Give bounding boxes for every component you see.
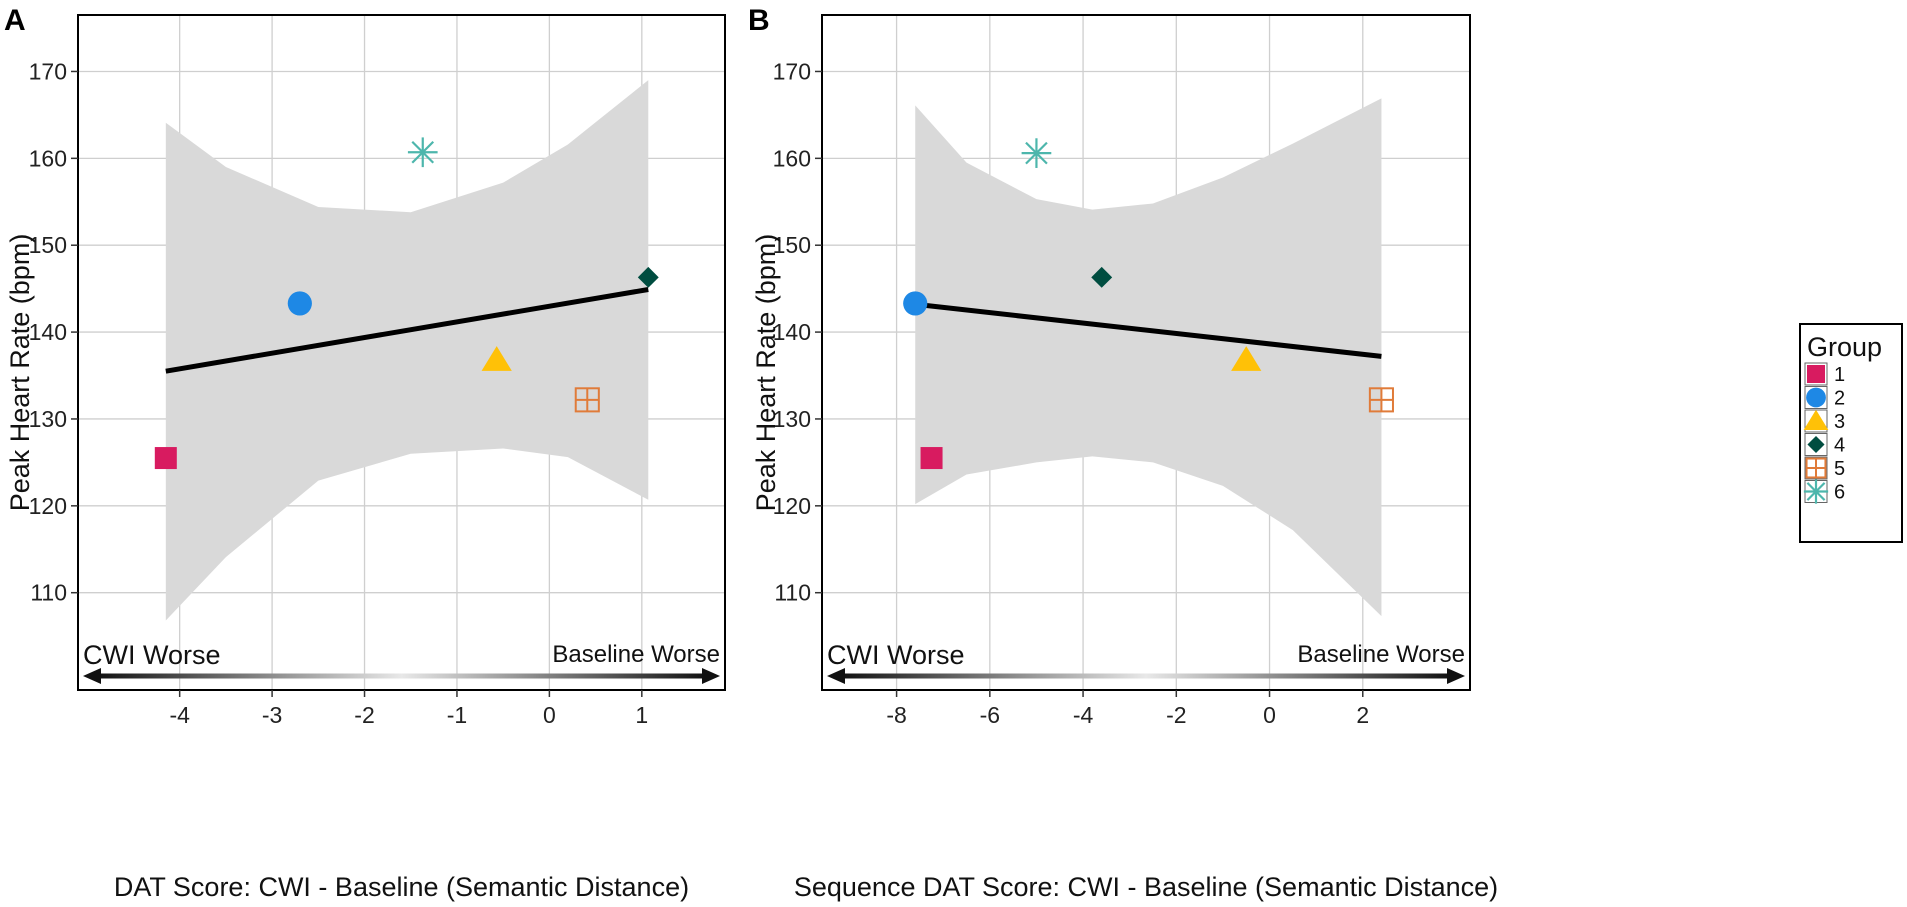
- panel-a-frame: [77, 14, 726, 691]
- legend-label: 3: [1834, 411, 1845, 433]
- y-tick-label: 130: [29, 406, 67, 432]
- arrow-right-head: [702, 668, 720, 684]
- y-tick-label: 120: [29, 493, 67, 519]
- legend-key-group-5: [1805, 457, 1827, 479]
- panel-a-fit-line: [165, 287, 649, 374]
- data-point-group-4: [637, 266, 659, 288]
- arrow-right-head: [1447, 668, 1465, 684]
- arrow-left-head: [827, 668, 845, 684]
- data-point-group-2: [287, 291, 312, 316]
- legend-key-group-1: [1807, 365, 1825, 383]
- panel-a-y-axis-title: Peak Heart Rate (bpm): [5, 234, 35, 512]
- panel-a: A CWI Worse Baseline Worse -4 -3 -2 -1 0 1 11…: [4, 4, 726, 902]
- panel-b: B CWI Worse Baseline Worse -8 -6 -4 -2 0 2 11…: [748, 4, 1498, 902]
- y-tick-label: 120: [773, 493, 811, 519]
- x-tick-label: -8: [886, 702, 906, 728]
- data-point-group-1: [920, 447, 943, 470]
- data-point-group-4: [1091, 266, 1113, 288]
- legend-key-group-4: [1807, 435, 1825, 454]
- x-tick-label: -2: [1166, 702, 1186, 728]
- panel-a-arrow-right-label: Baseline Worse: [552, 641, 720, 668]
- legend-label: 5: [1834, 458, 1845, 480]
- legend-label: 2: [1834, 388, 1845, 410]
- y-tick-label: 140: [29, 319, 67, 345]
- panel-a-direction-arrow: [83, 668, 720, 684]
- panel-b-y-axis-title: Peak Heart Rate (bpm): [751, 234, 781, 512]
- panel-a-x-ticks: -4 -3 -2 -1 0 1: [169, 690, 648, 728]
- legend-key-group-3: [1803, 409, 1829, 430]
- panel-b-direction-arrow: [827, 668, 1465, 684]
- y-tick-label: 130: [773, 406, 811, 432]
- legend-label: 6: [1834, 482, 1845, 504]
- y-tick-label: 150: [29, 232, 67, 258]
- x-tick-label: -3: [262, 702, 282, 728]
- data-point-group-1: [154, 447, 177, 470]
- y-tick-label: 160: [29, 145, 67, 171]
- panel-b-confidence-band: [915, 98, 1382, 617]
- x-tick-label: 1: [635, 702, 648, 728]
- panel-b-y-ticks: 110 120 130 140 150 160 170: [773, 58, 822, 606]
- panel-b-frame: [821, 14, 1471, 691]
- x-tick-label: -4: [1073, 702, 1094, 728]
- x-tick-label: 0: [1263, 702, 1276, 728]
- data-point-group-3: [1231, 346, 1262, 371]
- data-point-group-2: [903, 291, 928, 316]
- panel-a-y-ticks: 110 120 130 140 150 160 170: [29, 58, 78, 606]
- panel-b-points: [903, 138, 1394, 470]
- y-tick-label: 110: [774, 580, 811, 606]
- panel-a-arrow-left-label: CWI Worse: [83, 640, 221, 670]
- x-tick-label: 0: [543, 702, 556, 728]
- panel-b-fit-line: [914, 301, 1382, 359]
- data-point-group-6: [407, 137, 438, 168]
- panel-b-label: B: [748, 4, 770, 37]
- x-tick-label: -4: [169, 702, 190, 728]
- y-tick-label: 170: [29, 58, 67, 84]
- panel-a-x-axis-title: DAT Score: CWI - Baseline (Semantic Dist…: [114, 872, 689, 902]
- y-tick-label: 140: [773, 319, 811, 345]
- legend-title: Group: [1807, 332, 1882, 362]
- panel-a-points: [154, 137, 659, 470]
- y-tick-label: 110: [30, 580, 67, 606]
- x-tick-label: -1: [447, 702, 467, 728]
- x-tick-label: -6: [980, 702, 1000, 728]
- legend-label: 4: [1834, 435, 1845, 457]
- data-point-group-3: [481, 346, 512, 371]
- y-tick-label: 160: [773, 145, 811, 171]
- arrow-shaft: [841, 673, 1451, 679]
- arrow-left-head: [83, 668, 101, 684]
- x-tick-label: 2: [1356, 702, 1369, 728]
- y-tick-label: 150: [773, 232, 811, 258]
- panel-b-arrow-right-label: Baseline Worse: [1297, 641, 1465, 668]
- panel-b-arrow-left-label: CWI Worse: [827, 640, 965, 670]
- legend-key-group-2: [1806, 387, 1826, 408]
- panel-b-x-ticks: -8 -6 -4 -2 0 2: [886, 690, 1369, 728]
- arrow-shaft: [97, 673, 706, 679]
- panel-b-x-axis-title: Sequence DAT Score: CWI - Baseline (Sema…: [794, 872, 1498, 902]
- data-point-group-5: [1368, 387, 1394, 413]
- y-tick-label: 170: [773, 58, 811, 84]
- legend-label: 1: [1834, 364, 1845, 386]
- x-tick-label: -2: [354, 702, 374, 728]
- panel-a-label: A: [4, 4, 26, 37]
- data-point-group-5: [574, 387, 600, 413]
- legend-key-group-6: [1803, 479, 1829, 504]
- panel-a-confidence-band: [165, 80, 649, 621]
- data-point-group-6: [1021, 138, 1052, 168]
